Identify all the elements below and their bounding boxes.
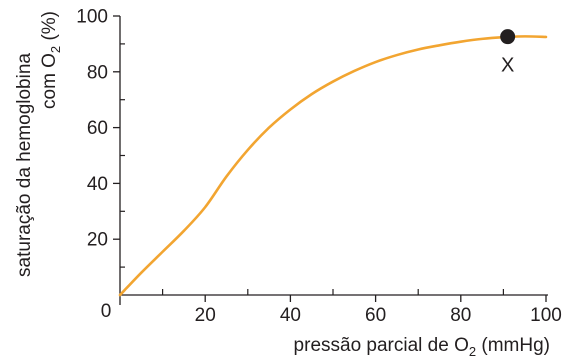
y-tick-label: 40: [87, 174, 108, 195]
origin-label: 0: [101, 301, 112, 322]
x-tick-label: 20: [195, 305, 216, 326]
y-axis-label-line1: saturação da hemoglobina: [14, 53, 35, 277]
y-tick-label: 100: [76, 7, 108, 28]
y-axis-label-line2: com O2 (%): [39, 11, 63, 109]
x-axis: 20 40 60 80 100 0: [101, 289, 562, 326]
x-tick-label: 40: [280, 305, 301, 326]
x-tick-label: 100: [530, 305, 562, 326]
y-tick-label: 60: [87, 118, 108, 139]
marker-label: X: [501, 55, 514, 77]
series-line: [118, 35, 548, 297]
x-axis-label: pressão parcial de O2 (mmHg): [294, 335, 550, 358]
data-series: [118, 35, 548, 297]
y-axis: 20 40 60 80 100: [76, 7, 125, 305]
marker-point: [500, 29, 516, 45]
y-tick-label: 80: [87, 62, 108, 83]
x-tick-label: 60: [365, 305, 386, 326]
y-tick-label: 20: [87, 230, 108, 251]
x-tick-label: 80: [450, 305, 471, 326]
marker-layer: X: [500, 29, 516, 77]
